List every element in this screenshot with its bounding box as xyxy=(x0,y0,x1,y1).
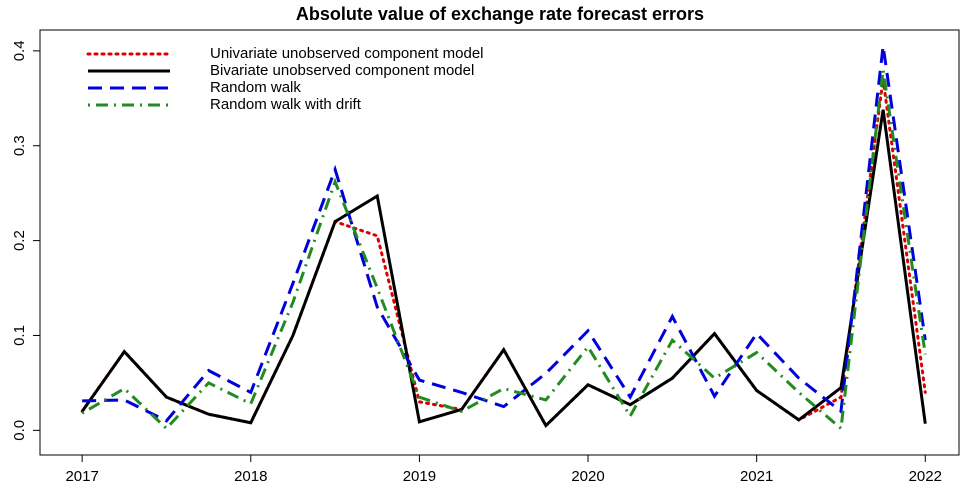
series-line xyxy=(81,69,927,432)
x-tick-label: 2021 xyxy=(740,468,773,485)
legend-label: Random walk xyxy=(210,79,301,96)
x-tick-label: 2020 xyxy=(571,468,604,485)
series-line xyxy=(80,79,927,429)
y-tick-label: 0.1 xyxy=(11,325,28,346)
x-tick-label: 2017 xyxy=(65,468,98,485)
legend-label: Bivariate unobserved component model xyxy=(210,62,474,79)
y-tick-label: 0.4 xyxy=(11,40,28,61)
x-tick-label: 2022 xyxy=(909,468,942,485)
y-tick-label: 0.3 xyxy=(11,135,28,156)
x-tick-label: 2018 xyxy=(234,468,267,485)
legend-label: Random walk with drift xyxy=(210,96,362,113)
chart-title: Absolute value of exchange rate forecast… xyxy=(296,4,704,24)
x-tick-label: 2019 xyxy=(403,468,436,485)
legend-label: Univariate unobserved component model xyxy=(210,45,484,62)
y-tick-label: 0.2 xyxy=(11,230,28,251)
series-line xyxy=(82,45,927,423)
plot-frame xyxy=(39,29,960,456)
series-line xyxy=(80,109,927,429)
y-tick-label: 0.0 xyxy=(11,420,28,441)
